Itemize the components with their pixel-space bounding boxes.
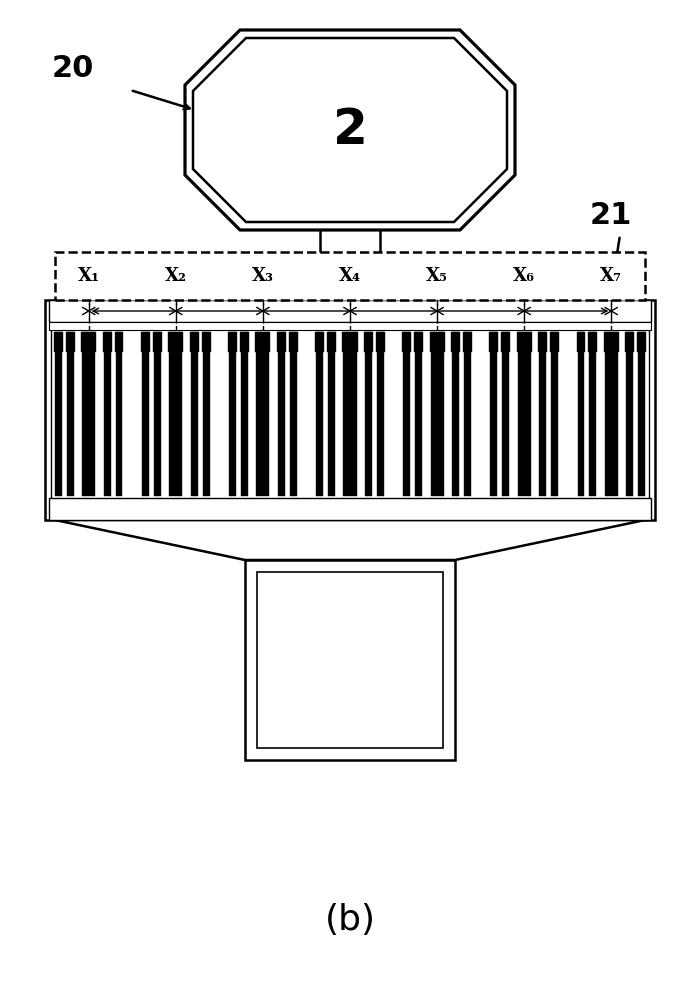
Bar bbox=[327, 332, 336, 352]
Bar bbox=[229, 332, 236, 496]
Bar bbox=[104, 332, 110, 496]
Bar bbox=[289, 332, 298, 352]
Bar bbox=[45, 300, 655, 520]
Text: 21: 21 bbox=[590, 200, 633, 229]
Bar bbox=[191, 332, 198, 496]
Bar bbox=[518, 332, 531, 496]
Text: 1: 1 bbox=[333, 637, 366, 682]
Bar bbox=[82, 332, 95, 496]
Bar bbox=[116, 332, 122, 496]
Bar bbox=[503, 332, 509, 496]
Bar bbox=[638, 332, 645, 496]
Bar bbox=[463, 332, 472, 352]
Bar bbox=[54, 332, 62, 352]
Bar bbox=[278, 332, 284, 496]
Text: X₆: X₆ bbox=[513, 267, 535, 285]
Bar bbox=[538, 332, 547, 352]
Bar bbox=[431, 332, 444, 496]
Bar bbox=[415, 332, 423, 352]
Bar bbox=[66, 332, 75, 352]
Bar bbox=[228, 332, 237, 352]
Bar bbox=[364, 332, 373, 352]
Text: (b): (b) bbox=[324, 903, 375, 937]
Text: X₅: X₅ bbox=[426, 267, 448, 285]
Bar bbox=[589, 332, 596, 496]
Bar bbox=[168, 332, 183, 352]
Bar bbox=[626, 332, 633, 496]
Bar bbox=[343, 332, 357, 352]
Bar bbox=[605, 332, 618, 496]
Bar bbox=[51, 304, 649, 516]
Bar bbox=[552, 332, 558, 496]
Bar bbox=[366, 332, 372, 496]
Bar bbox=[55, 332, 62, 496]
Bar bbox=[115, 332, 124, 352]
Bar bbox=[377, 332, 384, 496]
Bar bbox=[540, 332, 546, 496]
Polygon shape bbox=[55, 520, 645, 560]
Bar bbox=[550, 332, 559, 352]
Bar bbox=[55, 252, 645, 300]
Bar bbox=[154, 332, 161, 496]
Text: X₄: X₄ bbox=[339, 267, 361, 285]
Bar bbox=[329, 332, 335, 496]
Bar bbox=[403, 332, 411, 352]
Bar bbox=[626, 332, 634, 352]
Bar bbox=[589, 332, 597, 352]
Bar bbox=[376, 332, 384, 352]
Bar bbox=[637, 332, 646, 352]
Bar bbox=[67, 332, 73, 496]
Bar bbox=[241, 332, 247, 496]
Bar bbox=[49, 322, 651, 330]
Bar bbox=[245, 560, 455, 760]
Bar bbox=[464, 332, 471, 496]
Bar bbox=[290, 332, 296, 496]
Bar bbox=[278, 332, 286, 352]
Bar bbox=[240, 332, 249, 352]
Bar bbox=[491, 332, 497, 496]
Bar bbox=[577, 332, 584, 496]
Bar bbox=[103, 332, 112, 352]
Bar bbox=[315, 332, 324, 352]
Bar bbox=[316, 332, 323, 496]
Bar bbox=[81, 332, 96, 352]
Bar bbox=[202, 332, 210, 352]
Bar bbox=[452, 332, 459, 496]
Bar bbox=[343, 332, 356, 496]
Bar bbox=[415, 332, 421, 496]
Text: X₂: X₂ bbox=[165, 267, 187, 285]
Text: X₇: X₇ bbox=[600, 267, 622, 285]
Bar bbox=[190, 332, 199, 352]
Bar bbox=[577, 332, 585, 352]
Bar bbox=[49, 300, 651, 322]
Bar bbox=[604, 332, 619, 352]
Bar bbox=[257, 332, 269, 496]
Bar bbox=[257, 572, 443, 748]
Bar bbox=[255, 332, 271, 352]
Text: 2: 2 bbox=[333, 106, 368, 154]
Bar bbox=[142, 332, 149, 496]
Bar bbox=[153, 332, 161, 352]
Bar bbox=[501, 332, 510, 352]
Bar bbox=[169, 332, 182, 496]
Bar bbox=[141, 332, 150, 352]
Bar bbox=[517, 332, 532, 352]
Bar bbox=[403, 332, 410, 496]
Bar bbox=[49, 498, 651, 520]
Bar bbox=[489, 332, 498, 352]
Bar bbox=[430, 332, 445, 352]
Text: 20: 20 bbox=[52, 53, 94, 82]
Bar bbox=[452, 332, 460, 352]
Text: X₃: X₃ bbox=[252, 267, 274, 285]
Bar bbox=[203, 332, 210, 496]
Text: X₁: X₁ bbox=[78, 267, 100, 285]
